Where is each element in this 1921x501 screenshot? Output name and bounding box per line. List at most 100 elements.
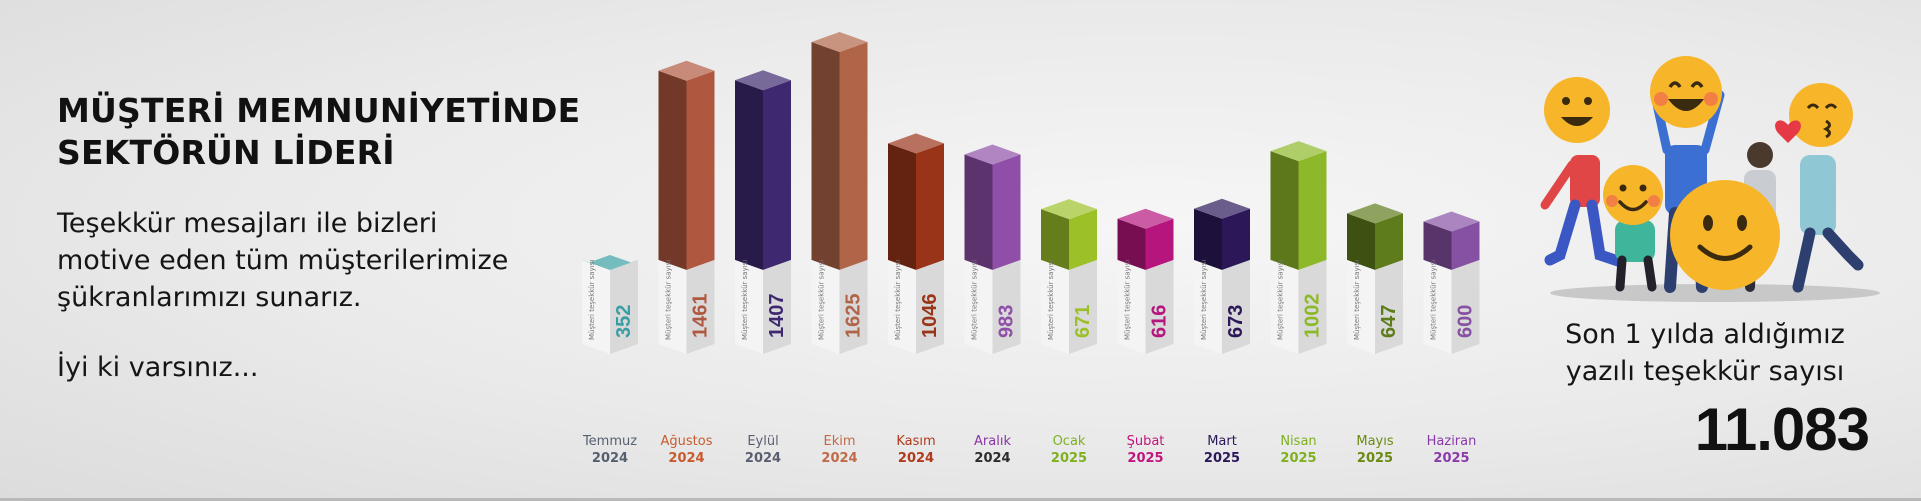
year-label: 2025 [1357, 451, 1393, 466]
bar-value-label: 1002 [1302, 294, 1324, 339]
bar-face-top [735, 70, 791, 91]
bar-value-label: 647 [1378, 305, 1400, 338]
bar-5: Müşteri teşekkür sayısı 1046 Kasım 2024 [888, 133, 944, 466]
bar-base-side [916, 260, 944, 354]
bar-base-front [1423, 260, 1452, 354]
bar-caption: Müşteri teşekkür sayısı [1277, 260, 1285, 340]
bar-value-label: 1046 [919, 294, 941, 339]
bar-caption: Müşteri teşekkür sayısı [1430, 260, 1438, 340]
bar-8: Müşteri teşekkür sayısı 616 Şubat 2025 [1117, 208, 1174, 466]
smiley-emoji-2 [1603, 165, 1663, 225]
year-label: 2024 [745, 451, 781, 466]
month-label: Mayıs [1356, 434, 1393, 449]
bar-face-top [1347, 203, 1403, 224]
bar-base-front [888, 260, 916, 354]
bar-caption: Müşteri teşekkür sayısı [1124, 260, 1132, 340]
bar-face-top [1041, 199, 1097, 220]
bar-face-side [1451, 221, 1480, 270]
bar-6: Müşteri teşekkür sayısı 983 Aralık 2024 [964, 144, 1021, 466]
bar-base-front [1194, 260, 1222, 354]
bar-face-side [916, 143, 944, 270]
bar-face-front [735, 80, 763, 270]
bar-11: Müşteri teşekkür sayısı 647 Mayıs 2025 [1347, 203, 1403, 466]
bar-face-top [888, 133, 944, 154]
bar-base-front [1270, 260, 1299, 354]
year-label: 2025 [1433, 451, 1469, 466]
year-label: 2025 [1204, 451, 1240, 466]
bar-caption: Müşteri teşekkür sayısı [741, 260, 749, 340]
bar-face-front [888, 143, 916, 270]
person-teal-shirt [1792, 155, 1864, 293]
closing-text: İyi ki varsınız... [57, 352, 259, 383]
bar-face-side [763, 80, 791, 270]
bar-caption: Müşteri teşekkür sayısı [894, 260, 902, 340]
bottom-strip [0, 498, 1921, 501]
bar-base-side [1145, 260, 1174, 354]
bar-base-front [658, 260, 687, 354]
bar-base-front [811, 260, 840, 354]
heart-icon [1775, 120, 1801, 143]
bar-base-front [582, 260, 610, 354]
year-label: 2024 [668, 451, 704, 466]
month-label: Mart [1207, 434, 1237, 449]
bar-value-label: 1625 [843, 294, 865, 339]
bar-1: Müşteri teşekkür sayısı 352 Temmuz 2024 [582, 255, 638, 466]
month-label: Haziran [1427, 434, 1477, 449]
total-thanks-value: 11.083 [1694, 396, 1870, 463]
bar-face-front [964, 154, 993, 270]
bar-value-label: 983 [996, 305, 1018, 338]
bar-caption: Müşteri teşekkür sayısı [1200, 260, 1208, 340]
month-label: Temmuz [582, 434, 637, 449]
bar-face-top [658, 60, 715, 81]
bar-face-side [1145, 218, 1174, 270]
bar-value-label: 616 [1149, 305, 1171, 338]
bar-caption: Müşteri teşekkür sayısı [588, 260, 596, 340]
year-label: 2024 [592, 451, 628, 466]
smiley-emoji-3 [1650, 56, 1722, 128]
month-label: Aralık [974, 434, 1011, 449]
headline: MÜŞTERİ MEMNUNİYETİNDE SEKTÖRÜN LİDERİ [57, 91, 581, 172]
bar-base-side [1222, 260, 1250, 354]
bar-caption: Müşteri teşekkür sayısı [818, 260, 826, 340]
month-label: Nisan [1280, 434, 1316, 449]
person-green-shirt [1615, 220, 1657, 292]
month-label: Kasım [896, 434, 935, 449]
bar-base-side [839, 260, 868, 354]
monthly-thanks-bar-chart: Müşteri teşekkür sayısı 352Temmuz2024Müşt… [582, 32, 1480, 466]
bar-base-front [1347, 260, 1375, 354]
bar-caption: Müşteri teşekkür sayısı [1353, 260, 1361, 340]
bar-base-front [735, 260, 763, 354]
month-label: Şubat [1127, 434, 1165, 449]
bar-base-side [763, 260, 791, 354]
person-red-shirt [1540, 155, 1624, 267]
big-smiley-emoji [1670, 180, 1780, 290]
bar-7: Müşteri teşekkür sayısı 671 Ocak 2025 [1041, 199, 1097, 466]
bar-face-top [811, 32, 868, 52]
bar-3: Müşteri teşekkür sayısı 1407 Eylül 2024 [735, 70, 791, 466]
bar-9: Müşteri teşekkür sayısı 673 Mart 2025 [1194, 198, 1250, 466]
year-label: 2025 [1051, 451, 1087, 466]
bar-value-label: 1407 [766, 294, 788, 339]
bar-value-label: 600 [1455, 305, 1477, 338]
year-label: 2024 [821, 451, 857, 466]
bar-4: Müşteri teşekkür sayısı 1625 Ekim 2024 [811, 32, 868, 466]
bar-2: Müşteri teşekkür sayısı 1461 Ağustos 2024 [658, 60, 715, 466]
year-label: 2025 [1127, 451, 1163, 466]
bar-base-side [610, 260, 638, 354]
month-label: Eylül [747, 434, 778, 449]
bar-base-side [1298, 260, 1327, 354]
bar-face-top [1270, 141, 1327, 162]
bar-face-side [1375, 213, 1403, 270]
bar-base-front [1041, 260, 1069, 354]
month-label: Ekim [823, 434, 855, 449]
month-label: Ocak [1053, 434, 1086, 449]
bar-value-label: 1461 [690, 294, 712, 339]
bar-face-side [1069, 209, 1097, 270]
bar-base-side [1375, 260, 1403, 354]
bar-10: Müşteri teşekkür sayısı 1002 Nisan 2025 [1270, 141, 1327, 466]
month-label: Ağustos [661, 434, 713, 449]
bar-face-front [1270, 151, 1299, 270]
bar-value-label: 673 [1225, 305, 1247, 338]
bar-base-side [1451, 260, 1480, 354]
year-label: 2024 [898, 451, 934, 466]
